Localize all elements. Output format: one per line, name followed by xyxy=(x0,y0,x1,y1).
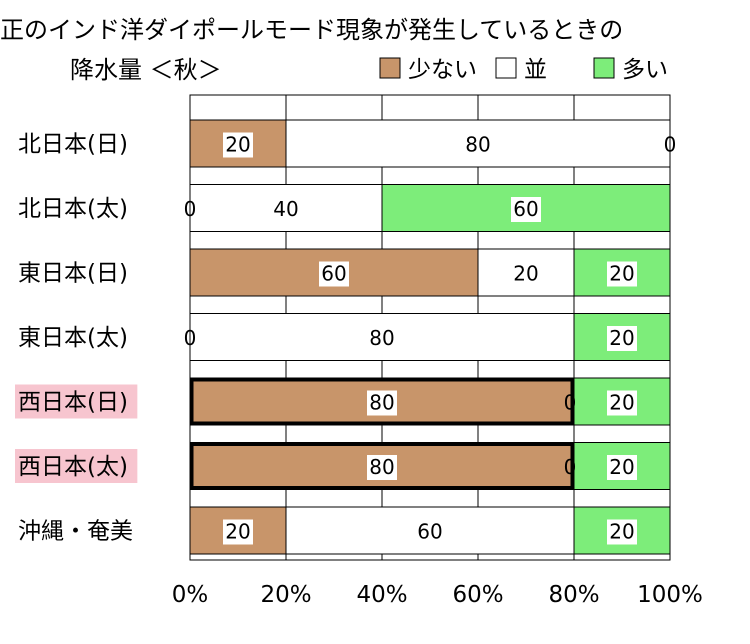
data-label: 0 xyxy=(184,197,197,221)
x-tick-label: 40% xyxy=(356,582,407,608)
row-label: 東日本(太) xyxy=(18,325,128,351)
data-label-bg xyxy=(607,261,637,287)
data-label: 0 xyxy=(184,326,197,350)
data-label: 80 xyxy=(369,455,394,479)
data-label-bg xyxy=(511,197,541,222)
legend-label: 多い xyxy=(622,57,668,83)
data-label: 20 xyxy=(609,520,634,544)
data-label-bg xyxy=(607,326,637,351)
data-label: 80 xyxy=(369,326,394,350)
legend-label: 並 xyxy=(524,57,547,83)
row-label: 西日本(日) xyxy=(18,390,128,416)
data-label: 60 xyxy=(417,520,442,544)
legend-swatch xyxy=(593,57,615,79)
row-label: 西日本(太) xyxy=(18,454,128,480)
legend-swatch xyxy=(495,57,517,79)
data-label: 20 xyxy=(513,262,538,286)
data-label: 20 xyxy=(225,133,250,157)
data-label: 0 xyxy=(564,391,577,415)
bar-segment xyxy=(189,313,575,361)
data-label-bg xyxy=(607,390,637,416)
data-label: 20 xyxy=(225,520,250,544)
legend: 少ない 並 多い xyxy=(379,57,668,83)
row-label-highlight xyxy=(15,449,138,483)
data-label: 60 xyxy=(513,197,538,221)
chart-title-line2: 降水量 ＜秋＞ xyxy=(70,56,222,84)
data-label-bg xyxy=(367,455,397,480)
x-tick-label: 0% xyxy=(172,582,209,608)
data-label: 60 xyxy=(321,262,346,286)
data-label: 20 xyxy=(609,326,634,350)
x-tick-label: 100% xyxy=(637,582,703,608)
data-label-bg xyxy=(607,519,637,545)
row-label-highlight xyxy=(15,384,138,419)
data-label: 0 xyxy=(564,455,577,479)
data-label: 80 xyxy=(369,391,394,415)
legend-swatch xyxy=(379,57,401,79)
data-label: 20 xyxy=(609,262,634,286)
chart-title-line1: 正のインド洋ダイポールモード現象が発生しているときの xyxy=(0,16,623,44)
data-label-bg xyxy=(223,132,253,158)
data-label: 40 xyxy=(273,197,298,221)
emphasis-border xyxy=(189,442,575,490)
data-label: 20 xyxy=(609,455,634,479)
row-label: 東日本(日) xyxy=(18,261,128,287)
x-tick-label: 60% xyxy=(452,582,503,608)
bar-segment xyxy=(285,119,671,168)
data-label: 0 xyxy=(664,133,677,157)
row-label: 沖縄・奄美 xyxy=(18,519,133,545)
x-tick-label: 80% xyxy=(548,582,599,608)
data-label-bg xyxy=(367,390,397,416)
bar-segment xyxy=(189,184,383,232)
emphasis-border xyxy=(189,377,575,426)
row-label: 北日本(日) xyxy=(18,132,128,158)
data-label-bg xyxy=(319,261,349,287)
bar-segment xyxy=(285,506,575,555)
data-label-bg xyxy=(223,519,253,545)
data-label-bg xyxy=(607,455,637,480)
row-labels: 北日本(日) 北日本(太) 東日本(日) 東日本(太) 西日本(日) 西日本(太) 沖縄・奄… xyxy=(15,132,138,545)
legend-label: 少ない xyxy=(408,57,477,83)
row-label: 北日本(太) xyxy=(18,196,128,222)
data-label: 80 xyxy=(465,133,490,157)
x-axis-ticks: 0% 20% 40% 60% 80% 100% xyxy=(172,582,703,608)
bar-segment xyxy=(477,248,575,297)
bars: 20 80 0 0 40 60 60 20 20 0 80 20 80 0 20 80 0 20 20 60 20 xyxy=(184,119,677,555)
data-label: 20 xyxy=(609,391,634,415)
x-tick-label: 20% xyxy=(260,582,311,608)
